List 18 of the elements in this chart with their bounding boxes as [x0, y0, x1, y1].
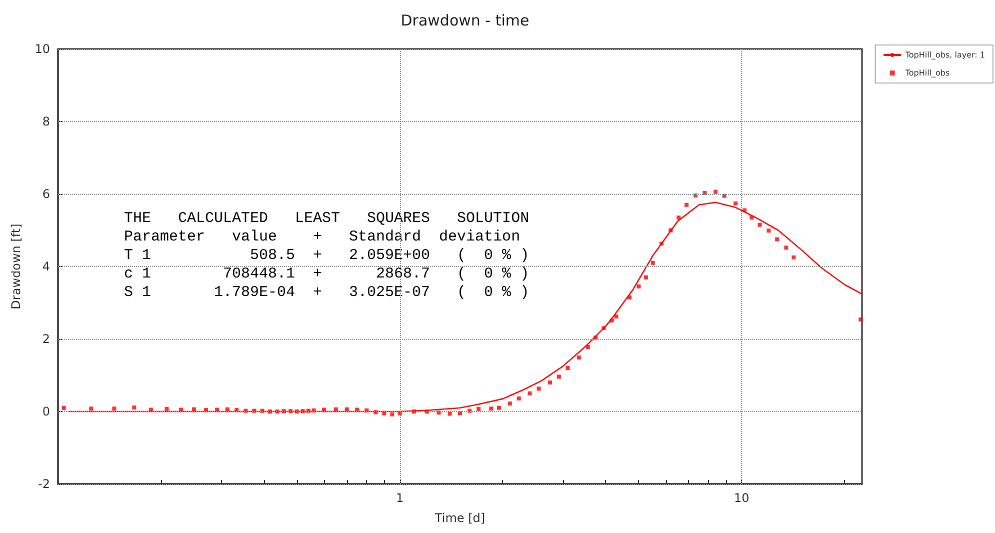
chart-title: Drawdown - time: [400, 12, 530, 30]
y-axis-title: Drawdown [ft]: [9, 224, 23, 310]
x-tick-label: 1: [396, 491, 404, 505]
y-tick-label: 8: [42, 114, 50, 128]
annotation: Parameter value + Standard deviation: [124, 228, 520, 246]
annotation: S 1 1.789E-04 + 3.025E-07 ( 0 % ): [124, 284, 530, 301]
y-tick-label: 2: [42, 332, 50, 346]
legend-label: TopHill_obs: [904, 68, 950, 78]
y-tick-label: 6: [42, 187, 50, 201]
y-tick-label: 4: [42, 260, 50, 274]
y-tick-label: 10: [34, 42, 50, 56]
y-tick-label: 0: [42, 404, 50, 418]
legend-label: TopHill_obs, layer: 1: [904, 50, 986, 60]
annotation: c 1 708448.1 + 2868.7 ( 0 % ): [124, 266, 530, 282]
annotation: T 1 508.5 + 2.059E+00 ( 0 % ): [124, 247, 530, 264]
annotation: THE CALCULATED LEAST SQUARES SOLUTION: [124, 210, 530, 227]
y-tick-label: -2: [38, 477, 50, 491]
x-axis-title: Time [d]: [434, 511, 486, 525]
